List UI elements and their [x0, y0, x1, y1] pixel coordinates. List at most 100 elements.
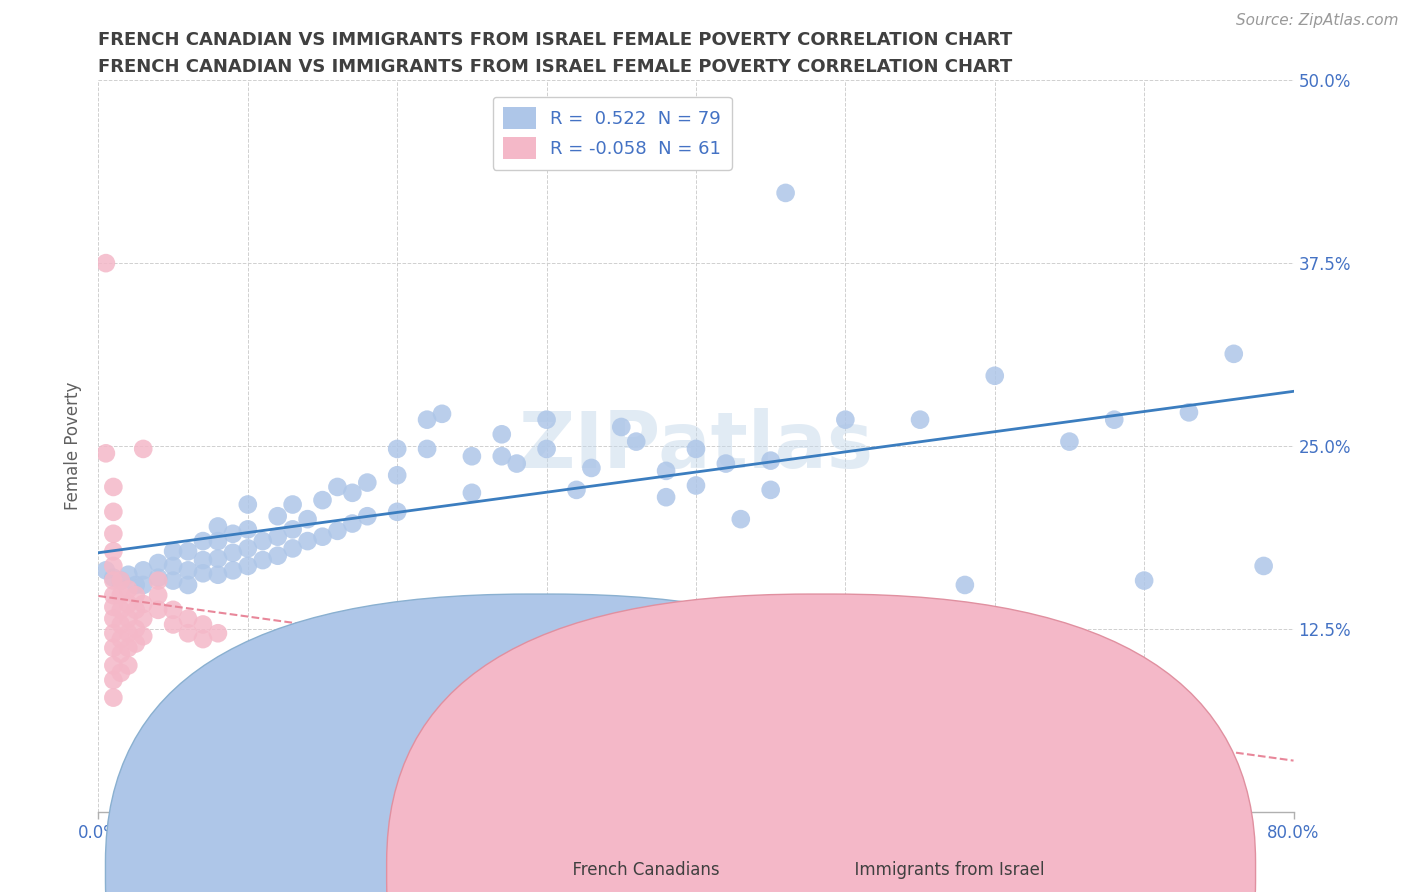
Point	[610, 656, 633, 670]
Point	[416, 442, 439, 456]
Point	[191, 534, 214, 549]
Point	[148, 603, 170, 617]
Point	[536, 626, 558, 640]
Point	[491, 647, 513, 661]
Point	[491, 427, 513, 442]
Point	[117, 612, 139, 626]
Point	[162, 558, 184, 573]
Point	[1178, 405, 1201, 419]
Point	[416, 612, 439, 626]
Point	[297, 512, 319, 526]
Point	[430, 407, 453, 421]
Point	[222, 526, 245, 541]
Point	[267, 632, 290, 646]
Point	[326, 480, 349, 494]
Point	[207, 567, 229, 582]
Point	[908, 412, 931, 426]
Point	[252, 534, 274, 549]
Point	[207, 626, 229, 640]
Point	[311, 647, 333, 661]
Point	[103, 544, 125, 558]
Point	[94, 563, 117, 577]
Point	[132, 629, 155, 643]
Point	[416, 412, 439, 426]
Point	[148, 588, 170, 602]
Point	[536, 442, 558, 456]
Point	[565, 483, 588, 497]
Text: FRENCH CANADIAN VS IMMIGRANTS FROM ISRAEL FEMALE POVERTY CORRELATION CHART: FRENCH CANADIAN VS IMMIGRANTS FROM ISRAE…	[98, 58, 1012, 76]
Point	[125, 603, 148, 617]
Point	[132, 612, 155, 626]
Point	[110, 665, 132, 680]
Point	[148, 574, 170, 588]
Point	[326, 524, 349, 538]
Point	[834, 412, 856, 426]
Point	[297, 534, 319, 549]
Point	[103, 673, 125, 687]
Point	[236, 676, 259, 690]
Point	[953, 578, 976, 592]
Text: FRENCH CANADIAN VS IMMIGRANTS FROM ISRAEL FEMALE POVERTY CORRELATION CHART: FRENCH CANADIAN VS IMMIGRANTS FROM ISRAE…	[98, 31, 1012, 49]
Text: Source: ZipAtlas.com: Source: ZipAtlas.com	[1236, 13, 1399, 29]
Point	[984, 368, 1007, 383]
Point	[714, 661, 737, 675]
Point	[775, 186, 797, 200]
Point	[685, 442, 707, 456]
Point	[162, 603, 184, 617]
Point	[132, 442, 155, 456]
Point	[506, 457, 529, 471]
Point	[191, 553, 214, 567]
Point	[162, 544, 184, 558]
Point	[714, 457, 737, 471]
Legend: R =  0.522  N = 79, R = -0.058  N = 61: R = 0.522 N = 79, R = -0.058 N = 61	[492, 96, 733, 169]
Point	[110, 574, 132, 588]
Point	[311, 493, 333, 508]
Point	[177, 563, 200, 577]
Point	[1223, 347, 1246, 361]
Point	[491, 449, 513, 463]
Point	[94, 446, 117, 460]
Point	[311, 530, 333, 544]
Point	[536, 412, 558, 426]
Point	[236, 498, 259, 512]
Point	[103, 571, 125, 585]
Point	[103, 640, 125, 655]
Point	[94, 256, 117, 270]
Point	[236, 541, 259, 556]
Point	[626, 434, 648, 449]
Point	[103, 574, 125, 588]
Point	[177, 612, 200, 626]
Y-axis label: Female Poverty: Female Poverty	[65, 382, 83, 510]
Point	[110, 603, 132, 617]
Point	[1253, 558, 1275, 573]
Point	[610, 420, 633, 434]
Point	[117, 640, 139, 655]
Point	[281, 498, 304, 512]
Point	[177, 544, 200, 558]
Point	[236, 558, 259, 573]
Point	[222, 546, 245, 560]
Point	[655, 464, 678, 478]
Point	[342, 516, 364, 531]
Point	[125, 622, 148, 636]
Point	[132, 597, 155, 611]
Point	[117, 597, 139, 611]
Point	[267, 549, 290, 563]
Point	[132, 563, 155, 577]
Point	[385, 505, 409, 519]
Point	[148, 556, 170, 570]
Point	[356, 475, 378, 490]
Point	[177, 578, 200, 592]
Point	[222, 563, 245, 577]
Point	[207, 519, 229, 533]
Point	[148, 571, 170, 585]
Point	[236, 522, 259, 536]
Point	[385, 442, 409, 456]
Point	[281, 522, 304, 536]
Point	[342, 485, 364, 500]
Text: French Canadians: French Canadians	[562, 861, 720, 879]
Point	[191, 566, 214, 581]
Point	[461, 485, 484, 500]
Point	[103, 626, 125, 640]
Point	[103, 599, 125, 614]
